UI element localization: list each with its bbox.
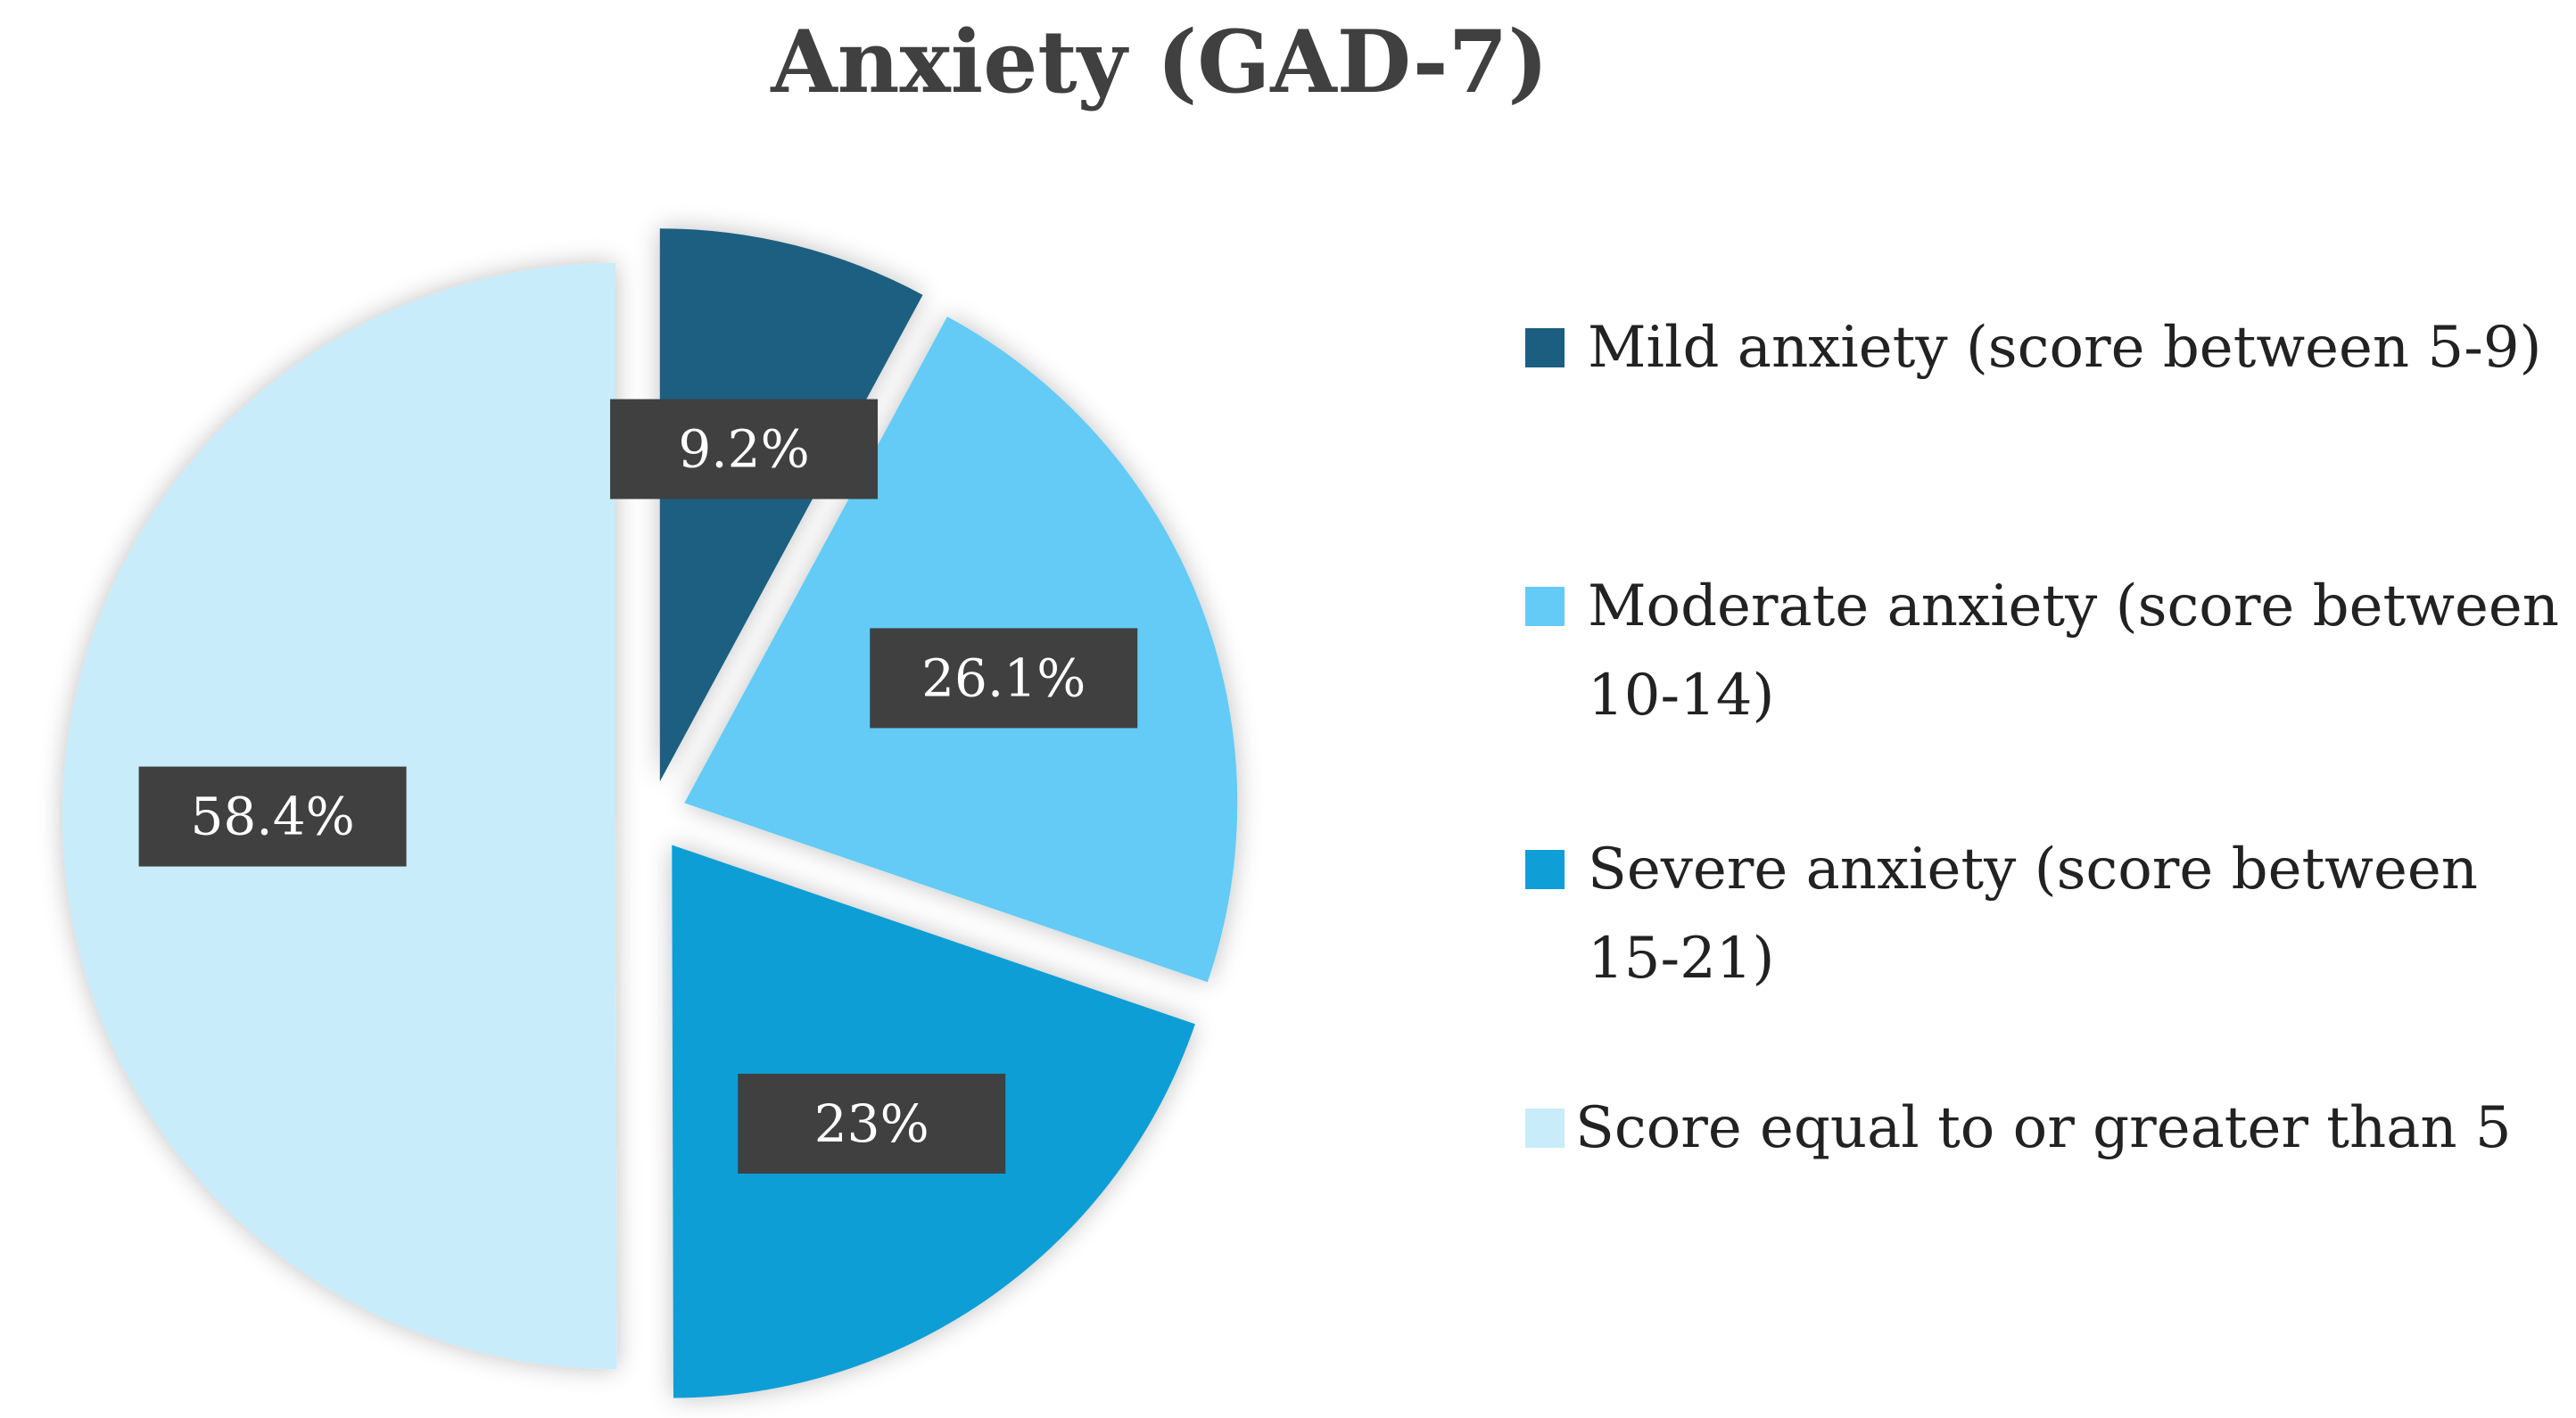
data-label-box-mild bbox=[610, 399, 879, 499]
pie-plot: 9.2% 26.1% 23% 58.4% bbox=[62, 228, 1238, 1398]
legend-label-severe: Severe anxiety (score between 15-21) bbox=[1588, 837, 2478, 992]
data-label-text-moderate: 26.1% bbox=[921, 647, 1086, 708]
data-label-text-severe: 23% bbox=[814, 1093, 929, 1154]
data-label-box-moderate bbox=[870, 628, 1138, 729]
data-label-score-5: 58.4% bbox=[138, 766, 407, 867]
data-label-box-score-5 bbox=[138, 766, 407, 867]
data-label-box-severe bbox=[738, 1073, 1006, 1174]
legend-label-score-5: Score equal to or greater than 5 bbox=[1575, 1095, 2512, 1161]
data-label-text-score-5: 58.4% bbox=[190, 787, 354, 847]
data-label-text-mild: 9.2% bbox=[678, 419, 809, 480]
data-label-severe: 23% bbox=[738, 1073, 1006, 1174]
legend-swatch-severe bbox=[1525, 850, 1565, 889]
pie-slice-mild bbox=[659, 228, 923, 782]
legend-swatch-mild bbox=[1525, 328, 1565, 367]
chart-title: Anxiety (GAD-7) bbox=[771, 12, 1548, 112]
data-label-mild: 9.2% bbox=[610, 399, 879, 499]
legend-swatch-score-5 bbox=[1525, 1109, 1565, 1148]
legend-label-moderate: Moderate anxiety (score between 10-14) bbox=[1588, 573, 2559, 729]
legend-swatch-moderate bbox=[1525, 587, 1565, 626]
data-label-moderate: 26.1% bbox=[870, 628, 1138, 729]
legend-label-mild: Mild anxiety (score between 5-9) bbox=[1588, 315, 2542, 381]
